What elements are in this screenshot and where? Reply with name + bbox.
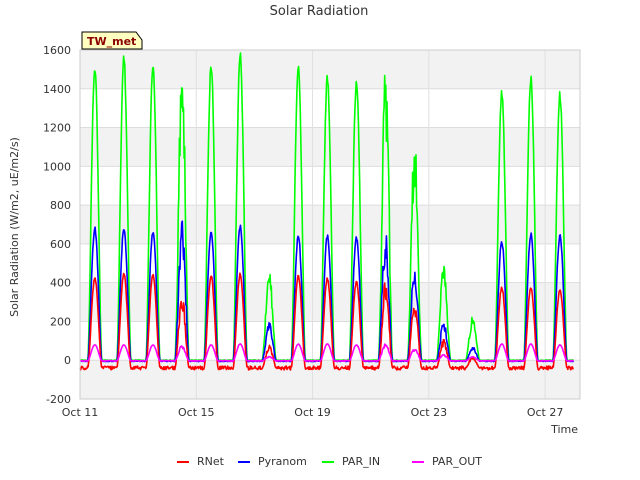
y-tick-label: 1400 <box>43 83 71 96</box>
background-band <box>80 50 580 89</box>
background-band <box>80 360 580 399</box>
legend-label: RNet <box>197 455 225 468</box>
y-tick-label: 200 <box>50 315 71 328</box>
plot-frame <box>79 49 581 400</box>
chart-title: Solar Radiation <box>270 4 369 19</box>
background-band <box>80 205 580 244</box>
y-tick-label: 1000 <box>43 160 71 173</box>
series-line-rnet <box>79 272 574 371</box>
y-tick-label: 1600 <box>43 44 71 57</box>
x-tick-label: Oct 23 <box>411 406 448 419</box>
legend-label: PAR_IN <box>342 455 380 468</box>
x-tick-label: Oct 27 <box>527 406 564 419</box>
station-label: TW_met <box>87 35 136 48</box>
legend-label: PAR_OUT <box>432 455 482 468</box>
x-tick-label: Oct 19 <box>294 406 331 419</box>
x-tick-labels: Oct 11 Oct 15 Oct 19 Oct 23 Oct 27 <box>62 406 564 419</box>
y-tick-label: 0 <box>64 354 71 367</box>
x-tick-label: Oct 11 <box>62 406 99 419</box>
y-tick-label: 1200 <box>43 122 71 135</box>
y-tick-label: 400 <box>50 277 71 290</box>
station-badge: TW_met <box>81 31 143 50</box>
y-axis-label: Solar Radiation (W/m2, uE/m2/s) <box>8 137 21 317</box>
legend: RNet Pyranom PAR_IN PAR_OUT <box>177 455 482 468</box>
x-tick-label: Oct 15 <box>178 406 215 419</box>
legend-label: Pyranom <box>258 455 307 468</box>
y-tick-label: 600 <box>50 238 71 251</box>
y-tick-labels: -200 0 200 400 600 800 1000 1200 1400 1600 <box>43 44 71 406</box>
y-tick-label: -200 <box>46 393 71 406</box>
series-line-par-out <box>79 343 574 362</box>
x-axis-label: Time <box>550 423 578 436</box>
y-tick-label: 800 <box>50 199 71 212</box>
series-lines <box>79 52 575 371</box>
